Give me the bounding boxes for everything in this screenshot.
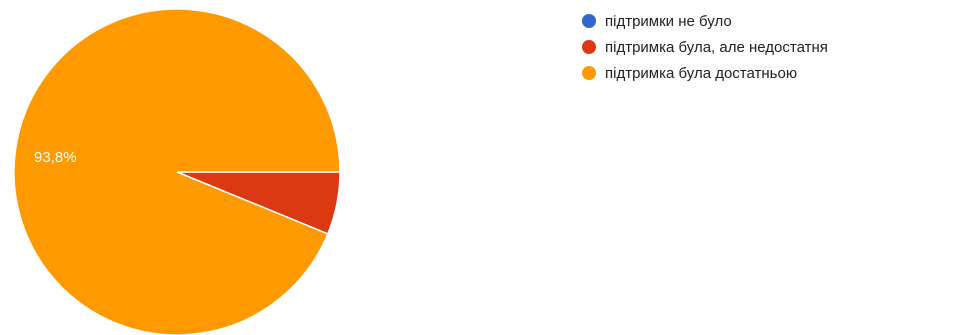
pie-slices (13, 8, 341, 335)
legend-swatch-orange-icon (582, 66, 596, 80)
legend-label: підтримка була, але недостатня (605, 38, 828, 56)
legend-swatch-red-icon (582, 40, 596, 54)
legend-swatch-blue-icon (582, 14, 596, 28)
legend-item-sufficient-support[interactable]: підтримка була достатньою (582, 60, 828, 86)
pie-slice-sufficient-support[interactable] (13, 8, 341, 335)
pie-data-labels: 93,8% (34, 149, 77, 166)
chart-legend: підтримки не було підтримка була, але не… (582, 8, 828, 86)
pie-data-label: 93,8% (34, 149, 77, 166)
legend-label: підтримка була достатньою (605, 64, 798, 82)
legend-item-no-support[interactable]: підтримки не було (582, 8, 828, 34)
legend-item-insufficient-support[interactable]: підтримка була, але недостатня (582, 34, 828, 60)
legend-label: підтримки не було (605, 12, 732, 30)
